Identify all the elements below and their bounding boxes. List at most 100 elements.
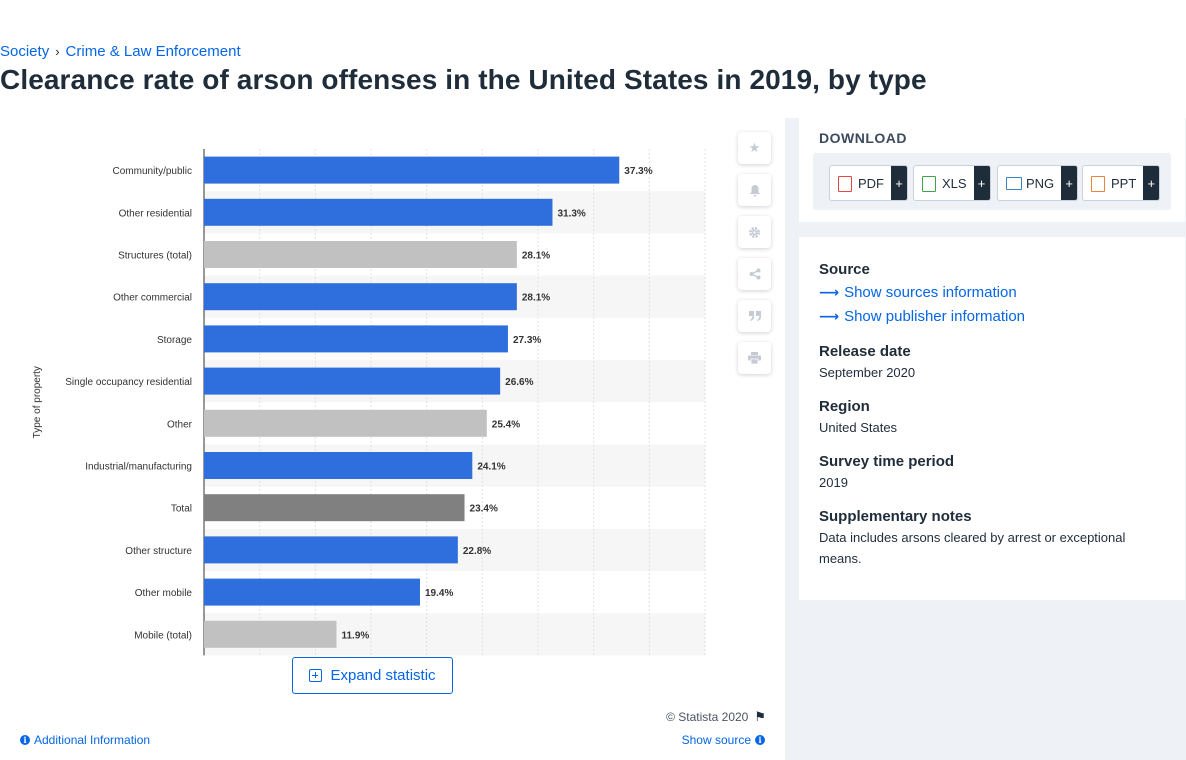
bar[interactable] (204, 620, 337, 648)
gear-icon[interactable] (738, 216, 771, 248)
category-label: Other commercial (113, 293, 192, 304)
additional-information-label: Additional Information (34, 733, 151, 747)
value-label: 25.4% (492, 419, 520, 430)
download-options: PDF + XLS + PNG + PPT + (813, 153, 1171, 210)
supplementary-notes-value: Data includes arsons cleared by arrest o… (819, 530, 1126, 566)
show-sources-label: Show sources information (844, 284, 1017, 301)
expand-statistic-button[interactable]: Expand statistic (292, 657, 453, 694)
category-label: Other residential (119, 208, 192, 219)
category-label: Other structure (125, 546, 192, 557)
value-label: 24.1% (477, 462, 505, 473)
expand-icon (309, 669, 323, 682)
plus-icon: + (973, 166, 990, 200)
breadcrumb-society-link[interactable]: Society (0, 43, 50, 60)
arrow-right-icon: ⟶ (819, 308, 840, 324)
bar[interactable] (204, 578, 420, 606)
source-heading: Source (819, 261, 870, 278)
category-label: Single occupancy residential (65, 377, 192, 388)
value-label: 11.9% (341, 630, 369, 641)
statistic-details-card: Source ⟶ Show sources information ⟶ Show… (799, 237, 1185, 600)
copyright-text: © Statista 2020 (666, 710, 749, 724)
category-label: Community/public (113, 166, 192, 177)
bar[interactable] (204, 536, 458, 564)
value-label: 31.3% (557, 208, 585, 219)
page-header: Society › Crime & Law Enforcement Cleara… (0, 0, 1186, 118)
ppt-file-icon (1091, 176, 1105, 192)
release-date-heading: Release date (819, 343, 911, 360)
show-sources-link[interactable]: ⟶ Show sources information (819, 284, 1017, 301)
download-xls-label: XLS (942, 175, 967, 191)
bar[interactable] (204, 409, 487, 437)
pdf-file-icon (838, 176, 852, 192)
download-title: DOWNLOAD (819, 130, 907, 146)
bell-icon[interactable] (738, 174, 771, 206)
png-file-icon (1006, 177, 1022, 190)
category-label: Other mobile (135, 588, 193, 599)
download-card: DOWNLOAD PDF + XLS + PNG + PPT + (799, 118, 1185, 222)
info-icon: i (20, 735, 30, 745)
download-pdf-button[interactable]: PDF + (829, 165, 908, 201)
xls-file-icon (922, 176, 936, 192)
value-label: 23.4% (470, 504, 498, 515)
bar[interactable] (204, 367, 501, 395)
value-label: 26.6% (505, 377, 533, 388)
plus-icon: + (1143, 166, 1160, 200)
chart-toolbar: ★ (738, 132, 771, 374)
plus-icon: + (1061, 166, 1078, 200)
value-label: 27.3% (513, 335, 541, 346)
breadcrumb-crime-link[interactable]: Crime & Law Enforcement (65, 43, 241, 60)
download-xls-button[interactable]: XLS + (913, 165, 991, 201)
category-label: Structures (total) (118, 251, 192, 262)
bar[interactable] (204, 283, 517, 311)
show-publisher-link[interactable]: ⟶ Show publisher information (819, 308, 1025, 325)
print-icon[interactable] (738, 342, 771, 374)
chart-fade-overlay (0, 698, 720, 758)
copyright-notice: © Statista 2020 ⚑ (666, 709, 766, 725)
bar[interactable] (204, 156, 620, 184)
star-icon[interactable]: ★ (738, 132, 771, 164)
category-label: Total (171, 504, 192, 515)
plus-icon: + (891, 166, 907, 200)
supplementary-notes-heading: Supplementary notes (819, 508, 972, 525)
download-ppt-label: PPT (1111, 175, 1137, 191)
breadcrumb-separator: › (55, 44, 60, 59)
region-heading: Region (819, 398, 870, 415)
value-label: 22.8% (463, 546, 491, 557)
flag-icon[interactable]: ⚑ (754, 709, 766, 724)
quote-icon[interactable] (738, 300, 771, 332)
download-png-button[interactable]: PNG + (997, 165, 1079, 201)
bar[interactable] (204, 494, 465, 522)
y-axis-title: Type of property (32, 366, 43, 438)
page-title: Clearance rate of arson offenses in the … (0, 64, 927, 95)
info-icon: i (755, 735, 765, 745)
category-label: Other (167, 419, 193, 430)
bar[interactable] (204, 241, 517, 268)
region-value: United States (819, 420, 898, 435)
bar[interactable] (204, 325, 508, 353)
survey-period-heading: Survey time period (819, 453, 955, 470)
category-label: Industrial/manufacturing (85, 462, 192, 473)
download-ppt-button[interactable]: PPT + (1082, 165, 1161, 201)
category-label: Mobile (total) (134, 630, 192, 641)
bar-chart: Community/public 37.3% Other residential 31… (32, 149, 706, 656)
breadcrumb: Society › Crime & Law Enforcement (0, 43, 241, 60)
share-icon[interactable] (738, 258, 771, 290)
expand-statistic-label: Expand statistic (330, 667, 436, 684)
arrow-right-icon: ⟶ (819, 284, 840, 300)
survey-period-value: 2019 (819, 475, 848, 490)
bar[interactable] (204, 198, 553, 226)
show-publisher-label: Show publisher information (844, 308, 1026, 325)
bar[interactable] (204, 452, 473, 479)
show-source-label: Show source (681, 733, 751, 747)
value-label: 28.1% (522, 251, 550, 262)
download-pdf-label: PDF (858, 175, 884, 191)
chart-card: Community/public 37.3% Other residential 31… (0, 118, 785, 760)
value-label: 19.4% (425, 588, 453, 599)
value-label: 28.1% (522, 293, 550, 304)
category-label: Storage (157, 335, 192, 346)
additional-information-link[interactable]: i Additional Information (20, 733, 150, 747)
value-label: 37.3% (624, 166, 652, 177)
release-date-value: September 2020 (819, 365, 916, 380)
download-png-label: PNG (1026, 175, 1055, 191)
show-source-link[interactable]: Show source i (682, 733, 765, 747)
